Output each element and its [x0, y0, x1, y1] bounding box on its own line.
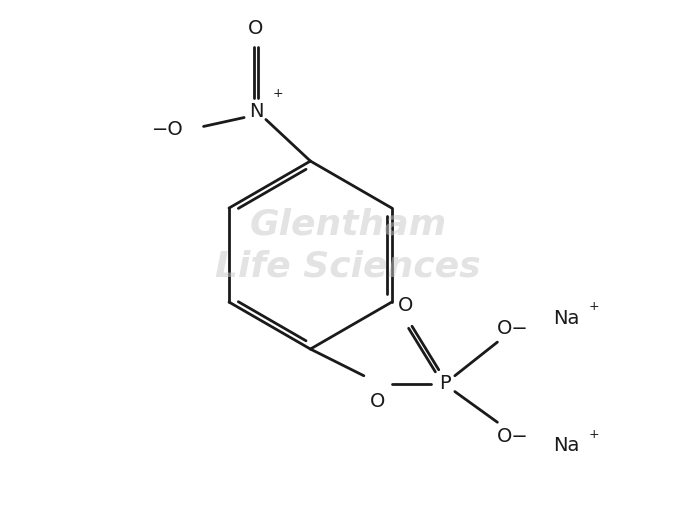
Text: O−: O−	[498, 319, 529, 338]
Text: O−: O−	[498, 426, 529, 446]
Text: +: +	[589, 427, 600, 440]
Text: O: O	[248, 19, 264, 38]
Text: Na: Na	[553, 309, 580, 328]
Text: +: +	[272, 87, 283, 100]
Text: O: O	[397, 296, 413, 315]
Text: O: O	[370, 392, 386, 411]
Text: +: +	[589, 300, 600, 313]
Text: Na: Na	[553, 436, 580, 456]
Text: N: N	[248, 102, 263, 121]
Text: Glentham
Life Sciences: Glentham Life Sciences	[215, 207, 481, 283]
Text: −O: −O	[152, 120, 184, 139]
Text: P: P	[439, 374, 451, 393]
